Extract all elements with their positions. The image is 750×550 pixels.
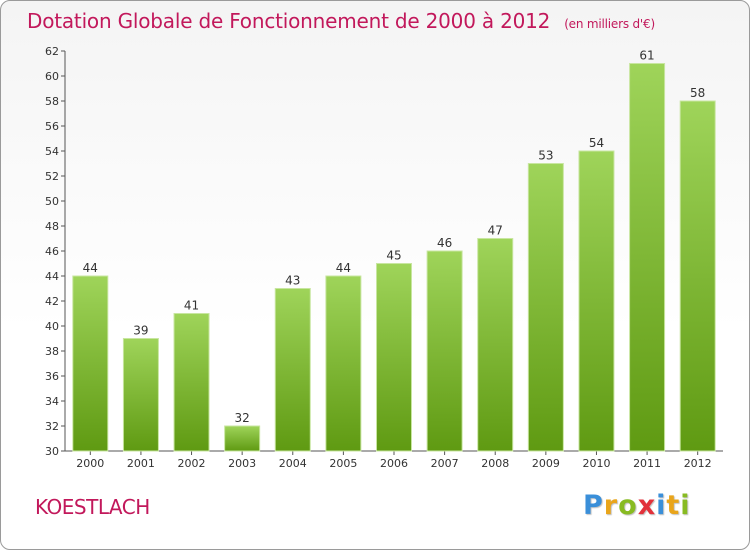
y-tick-label: 58 xyxy=(45,95,59,108)
bar xyxy=(224,425,261,452)
y-tick-label: 36 xyxy=(45,370,59,383)
y-tick-label: 38 xyxy=(45,345,59,358)
x-tick-label: 2007 xyxy=(431,457,459,470)
y-tick-label: 30 xyxy=(45,445,59,458)
chart-title-text: Dotation Globale de Fonctionnement de 20… xyxy=(27,9,551,33)
data-label: 46 xyxy=(437,236,452,250)
logo-letter: P xyxy=(583,490,604,521)
bar xyxy=(376,263,412,452)
y-tick-label: 52 xyxy=(45,170,59,183)
data-label: 41 xyxy=(184,299,199,313)
data-label: 45 xyxy=(386,249,401,263)
data-label: 61 xyxy=(639,49,654,63)
bar xyxy=(274,288,311,452)
data-label: 44 xyxy=(336,261,351,275)
logo-letter: o xyxy=(618,490,638,521)
data-label: 39 xyxy=(133,324,148,338)
logo-letter: i xyxy=(656,490,667,521)
bar xyxy=(173,313,210,452)
x-tick-label: 2005 xyxy=(329,457,357,470)
data-label: 47 xyxy=(488,224,503,238)
x-tick-label: 2002 xyxy=(178,457,206,470)
x-tick-label: 2001 xyxy=(127,457,155,470)
x-tick-label: 2010 xyxy=(582,457,610,470)
logo-letter: r xyxy=(603,490,619,521)
proxiti-logo: Proxiti xyxy=(583,490,691,521)
data-label: 54 xyxy=(589,136,604,150)
chart-title: Dotation Globale de Fonctionnement de 20… xyxy=(27,9,655,33)
x-tick-label: 2008 xyxy=(481,457,509,470)
y-tick-label: 32 xyxy=(45,420,59,433)
chart-subtitle: (en milliers d'€) xyxy=(564,17,655,31)
y-tick-label: 46 xyxy=(45,245,59,258)
y-tick-label: 34 xyxy=(45,395,59,408)
bar xyxy=(679,100,716,452)
x-tick-label: 2012 xyxy=(684,457,712,470)
commune-name: KOESTLACH xyxy=(35,495,150,519)
data-label: 43 xyxy=(285,274,300,288)
y-tick-label: 54 xyxy=(45,145,59,158)
bar xyxy=(426,250,463,452)
y-tick-label: 48 xyxy=(45,220,59,233)
x-tick-label: 2009 xyxy=(532,457,560,470)
x-tick-label: 2003 xyxy=(228,457,256,470)
x-tick-label: 2000 xyxy=(76,457,104,470)
data-label: 32 xyxy=(235,411,250,425)
x-tick-label: 2006 xyxy=(380,457,408,470)
bar xyxy=(72,275,109,452)
bar xyxy=(325,275,362,452)
y-tick-label: 62 xyxy=(45,45,59,58)
bar xyxy=(122,338,159,452)
bar xyxy=(578,150,615,452)
bar xyxy=(629,63,666,452)
y-tick-label: 42 xyxy=(45,295,59,308)
bar xyxy=(477,238,514,452)
y-tick-label: 56 xyxy=(45,120,59,133)
logo-letter: x xyxy=(637,490,657,521)
data-label: 44 xyxy=(83,261,98,275)
y-tick-label: 40 xyxy=(45,320,59,333)
y-tick-label: 50 xyxy=(45,195,59,208)
x-tick-label: 2011 xyxy=(633,457,661,470)
x-tick-label: 2004 xyxy=(279,457,307,470)
logo-letter: i xyxy=(680,490,691,521)
y-tick-label: 60 xyxy=(45,70,59,83)
data-label: 53 xyxy=(538,149,553,163)
y-tick-label: 44 xyxy=(45,270,59,283)
logo-letter: t xyxy=(666,490,681,521)
data-label: 58 xyxy=(690,86,705,100)
bar xyxy=(527,163,564,452)
